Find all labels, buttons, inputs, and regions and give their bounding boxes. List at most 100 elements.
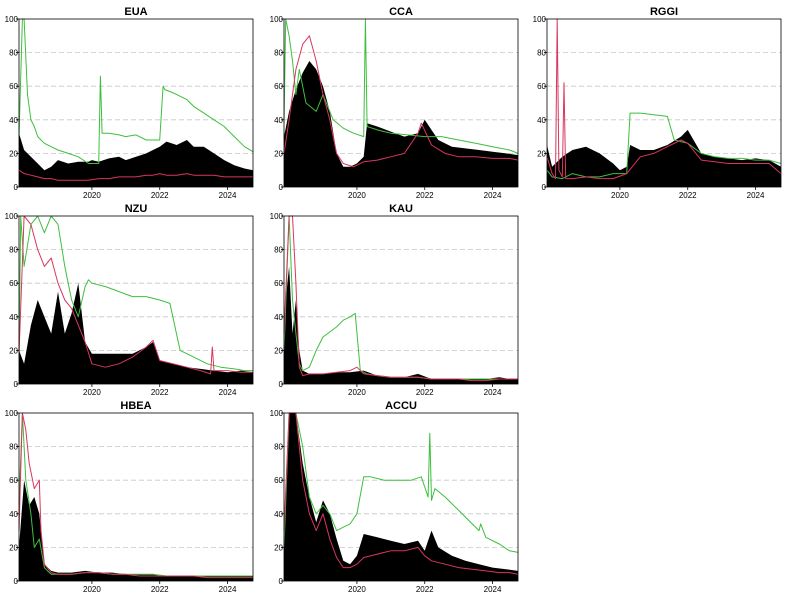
black-area-series xyxy=(547,129,781,187)
y-tick-label: 40 xyxy=(274,116,283,125)
y-tick-label: 80 xyxy=(274,246,283,255)
y-tick-label: 0 xyxy=(279,380,284,389)
y-tick-label: 20 xyxy=(274,149,283,158)
y-tick-label: 80 xyxy=(274,443,283,452)
panel-title: EUA xyxy=(124,6,147,18)
panel-title: HBEA xyxy=(120,400,151,412)
x-tick-label: 2020 xyxy=(83,388,101,397)
panel-frame xyxy=(18,215,254,385)
panel-hbea: HBEA 0 20 40 60 80 100 2020 2022 2024 xyxy=(5,400,254,594)
panel-frame xyxy=(283,412,519,582)
panel-rggi: RGGI 0 20 40 60 80 100 2020 2022 2024 xyxy=(533,6,782,200)
green-line-series xyxy=(283,412,519,553)
x-tick-label: 2022 xyxy=(679,191,697,200)
panel-eua: EUA 0 20 40 60 80 100 2020 2022 2024 xyxy=(5,6,254,200)
green-line-series xyxy=(546,112,782,180)
y-tick-label: 60 xyxy=(9,82,18,91)
red-line-series xyxy=(18,215,253,375)
y-tick-label: 40 xyxy=(537,116,546,125)
black-area-series xyxy=(284,266,518,384)
x-tick-label: 2022 xyxy=(416,388,434,397)
green-line-series xyxy=(18,215,253,372)
y-tick-label: 80 xyxy=(9,443,18,452)
y-tick-label: 100 xyxy=(5,409,19,418)
y-tick-label: 20 xyxy=(537,149,546,158)
y-tick-label: 0 xyxy=(279,577,284,586)
x-tick-label: 2024 xyxy=(219,585,237,594)
panel-kau: KAU 0 20 40 60 80 100 2020 2022 2024 xyxy=(270,203,519,397)
y-tick-label: 100 xyxy=(533,15,547,24)
black-area-series xyxy=(284,413,518,581)
panel-title: KAU xyxy=(389,203,413,215)
x-tick-label: 2024 xyxy=(484,585,502,594)
x-tick-label: 2024 xyxy=(484,388,502,397)
y-tick-label: 0 xyxy=(542,183,547,192)
black-area-series xyxy=(19,480,253,581)
y-tick-label: 100 xyxy=(5,15,19,24)
x-tick-label: 2020 xyxy=(348,191,366,200)
y-tick-label: 40 xyxy=(9,116,18,125)
red-line-series xyxy=(283,35,519,168)
red-line-series xyxy=(546,18,782,180)
x-tick-label: 2024 xyxy=(484,191,502,200)
y-tick-label: 20 xyxy=(274,346,283,355)
black-area-series xyxy=(19,133,253,187)
panel-nzu: NZU 0 20 40 60 80 100 2020 2022 2024 xyxy=(5,203,254,397)
x-tick-label: 2024 xyxy=(747,191,765,200)
y-tick-label: 0 xyxy=(14,380,19,389)
panel-frame xyxy=(18,18,254,188)
x-tick-label: 2022 xyxy=(416,191,434,200)
y-tick-label: 100 xyxy=(270,212,284,221)
x-tick-label: 2020 xyxy=(348,388,366,397)
panel-title: RGGI xyxy=(650,6,678,18)
y-tick-label: 20 xyxy=(9,346,18,355)
x-tick-label: 2022 xyxy=(151,191,169,200)
y-tick-label: 60 xyxy=(274,82,283,91)
y-tick-label: 20 xyxy=(9,149,18,158)
y-tick-label: 60 xyxy=(9,476,18,485)
y-tick-label: 100 xyxy=(270,409,284,418)
x-tick-label: 2020 xyxy=(83,191,101,200)
y-tick-label: 0 xyxy=(14,183,19,192)
y-tick-label: 40 xyxy=(9,510,18,519)
panel-title: NZU xyxy=(125,203,148,215)
x-tick-label: 2022 xyxy=(151,585,169,594)
green-line-series xyxy=(283,18,519,154)
y-tick-label: 60 xyxy=(537,82,546,91)
red-line-series xyxy=(18,169,253,181)
green-line-series xyxy=(18,18,254,164)
y-tick-label: 40 xyxy=(274,510,283,519)
black-area-series xyxy=(19,283,253,384)
y-tick-label: 20 xyxy=(274,543,283,552)
panel-title: CCA xyxy=(389,6,413,18)
y-tick-label: 80 xyxy=(537,49,546,58)
panel-title: ACCU xyxy=(385,400,417,412)
y-tick-label: 20 xyxy=(9,543,18,552)
y-tick-label: 80 xyxy=(274,49,283,58)
x-tick-label: 2020 xyxy=(83,585,101,594)
green-line-series xyxy=(283,215,518,380)
y-tick-label: 40 xyxy=(9,313,18,322)
x-tick-label: 2024 xyxy=(219,388,237,397)
y-tick-label: 100 xyxy=(5,212,19,221)
panel-cca: CCA 0 20 40 60 80 100 2020 2022 2024 xyxy=(270,6,519,200)
red-line-series xyxy=(283,412,519,575)
x-tick-label: 2022 xyxy=(151,388,169,397)
green-line-series xyxy=(18,412,253,577)
red-line-series xyxy=(283,215,518,382)
black-area-series xyxy=(284,61,518,187)
y-tick-label: 100 xyxy=(270,15,284,24)
panel-frame xyxy=(546,18,782,188)
y-tick-label: 60 xyxy=(274,279,283,288)
panel-frame xyxy=(283,215,519,385)
y-tick-label: 80 xyxy=(9,246,18,255)
y-tick-label: 0 xyxy=(279,183,284,192)
x-tick-label: 2022 xyxy=(416,585,434,594)
x-tick-label: 2020 xyxy=(611,191,629,200)
red-line-series xyxy=(18,412,253,579)
y-tick-label: 0 xyxy=(14,577,19,586)
x-tick-label: 2020 xyxy=(348,585,366,594)
panel-accu: ACCU 0 20 40 60 80 100 2020 2022 2024 xyxy=(270,400,519,594)
